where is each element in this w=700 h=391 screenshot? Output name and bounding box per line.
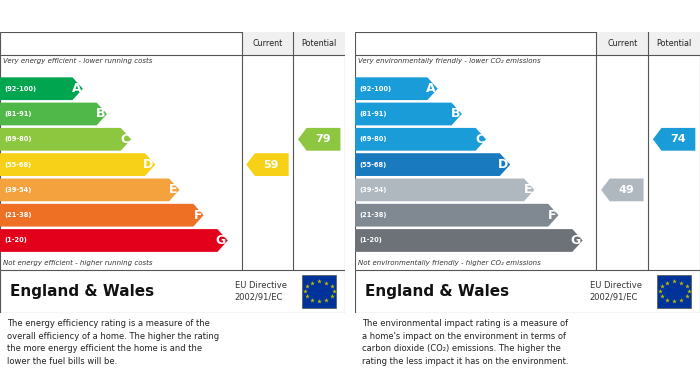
Text: Potential: Potential (657, 39, 692, 48)
Polygon shape (0, 77, 83, 100)
Text: 59: 59 (263, 160, 279, 170)
Text: EU Directive
2002/91/EC: EU Directive 2002/91/EC (589, 281, 642, 302)
Text: B: B (451, 108, 460, 120)
Polygon shape (298, 128, 340, 151)
Text: (1-20): (1-20) (359, 237, 382, 244)
Text: Energy Efficiency Rating: Energy Efficiency Rating (8, 9, 171, 23)
Text: (39-54): (39-54) (4, 187, 32, 193)
Polygon shape (601, 179, 643, 201)
Text: (1-20): (1-20) (4, 237, 27, 244)
Polygon shape (355, 128, 486, 151)
Text: (21-38): (21-38) (4, 212, 32, 218)
Text: 79: 79 (315, 134, 330, 144)
Text: Current: Current (252, 39, 283, 48)
Text: Environmental Impact (CO₂) Rating: Environmental Impact (CO₂) Rating (363, 9, 596, 23)
Text: Not environmentally friendly - higher CO₂ emissions: Not environmentally friendly - higher CO… (358, 259, 541, 265)
Text: The energy efficiency rating is a measure of the
overall efficiency of a home. T: The energy efficiency rating is a measur… (7, 319, 219, 366)
Text: (55-68): (55-68) (359, 161, 386, 168)
Text: 49: 49 (618, 185, 634, 195)
Text: (81-91): (81-91) (4, 111, 32, 117)
Text: E: E (169, 183, 178, 196)
Polygon shape (0, 153, 155, 176)
Text: (69-80): (69-80) (359, 136, 386, 142)
Text: Potential: Potential (302, 39, 337, 48)
Text: Not energy efficient - higher running costs: Not energy efficient - higher running co… (4, 259, 153, 265)
Text: G: G (570, 234, 581, 247)
Text: F: F (548, 209, 556, 222)
Text: C: C (475, 133, 484, 146)
Text: England & Wales: England & Wales (10, 284, 155, 299)
Polygon shape (355, 179, 534, 201)
Polygon shape (0, 102, 107, 126)
Text: EU Directive
2002/91/EC: EU Directive 2002/91/EC (234, 281, 287, 302)
Bar (302, 274, 337, 308)
Bar (596, 32, 700, 55)
Text: (21-38): (21-38) (359, 212, 386, 218)
Text: (55-68): (55-68) (4, 161, 32, 168)
Polygon shape (355, 204, 559, 226)
Text: G: G (216, 234, 226, 247)
Bar (241, 32, 345, 55)
Polygon shape (0, 128, 131, 151)
Text: B: B (96, 108, 105, 120)
Text: Very energy efficient - lower running costs: Very energy efficient - lower running co… (4, 57, 153, 64)
Polygon shape (355, 102, 462, 126)
Polygon shape (653, 128, 695, 151)
Text: (92-100): (92-100) (359, 86, 391, 92)
Text: (92-100): (92-100) (4, 86, 36, 92)
Text: D: D (144, 158, 153, 171)
Text: (81-91): (81-91) (359, 111, 386, 117)
Text: (69-80): (69-80) (4, 136, 32, 142)
Text: Very environmentally friendly - lower CO₂ emissions: Very environmentally friendly - lower CO… (358, 57, 541, 64)
Text: C: C (120, 133, 130, 146)
Polygon shape (0, 229, 228, 252)
Text: (39-54): (39-54) (359, 187, 386, 193)
Polygon shape (355, 77, 438, 100)
Polygon shape (246, 153, 288, 176)
Polygon shape (0, 179, 179, 201)
Text: Current: Current (607, 39, 638, 48)
Polygon shape (355, 229, 582, 252)
Text: A: A (71, 82, 81, 95)
Polygon shape (355, 153, 510, 176)
Text: E: E (524, 183, 533, 196)
Bar (657, 274, 692, 308)
Text: F: F (193, 209, 202, 222)
Text: D: D (498, 158, 508, 171)
Polygon shape (0, 204, 204, 226)
Text: 74: 74 (670, 134, 685, 144)
Text: A: A (426, 82, 436, 95)
Text: The environmental impact rating is a measure of
a home's impact on the environme: The environmental impact rating is a mea… (362, 319, 568, 366)
Text: England & Wales: England & Wales (365, 284, 510, 299)
